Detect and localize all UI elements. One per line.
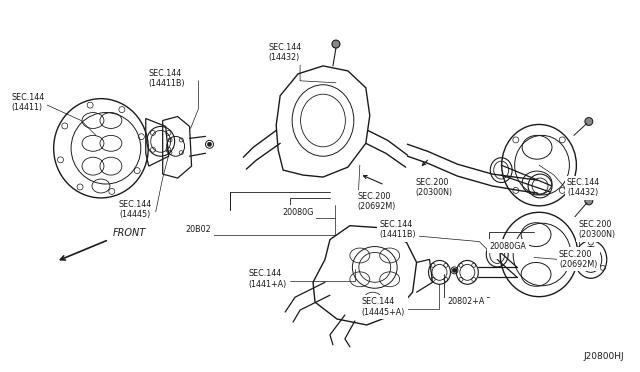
Circle shape: [207, 142, 211, 146]
Circle shape: [585, 197, 593, 205]
Circle shape: [332, 40, 340, 48]
Text: J20800HJ: J20800HJ: [583, 352, 623, 361]
Circle shape: [452, 268, 456, 272]
Text: SEC.144
(14411B): SEC.144 (14411B): [148, 69, 186, 88]
Text: SEC.200
(20300N): SEC.200 (20300N): [579, 220, 616, 239]
Text: SEC.144
(1441+A): SEC.144 (1441+A): [248, 269, 287, 289]
Text: SEC.144
(14432): SEC.144 (14432): [567, 178, 600, 198]
Text: 20B02: 20B02: [186, 225, 211, 234]
Text: 20080GA: 20080GA: [489, 241, 526, 251]
Text: SEC.200
(20692M): SEC.200 (20692M): [358, 192, 396, 211]
Text: SEC.200
(20692M): SEC.200 (20692M): [559, 250, 597, 269]
Circle shape: [585, 118, 593, 125]
Text: SEC.144
(14445+A): SEC.144 (14445+A): [362, 297, 405, 317]
Text: SEC.144
(14445): SEC.144 (14445): [119, 200, 152, 219]
Text: SEC.200
(20300N): SEC.200 (20300N): [415, 178, 452, 198]
Text: 20080G: 20080G: [282, 208, 314, 217]
Text: 20802+A: 20802+A: [447, 297, 485, 306]
Text: FRONT: FRONT: [113, 228, 146, 238]
Text: SEC.144
(14432): SEC.144 (14432): [268, 43, 301, 62]
Text: SEC.144
(14411B): SEC.144 (14411B): [380, 220, 417, 239]
Text: SEC.144
(14411): SEC.144 (14411): [12, 93, 45, 112]
